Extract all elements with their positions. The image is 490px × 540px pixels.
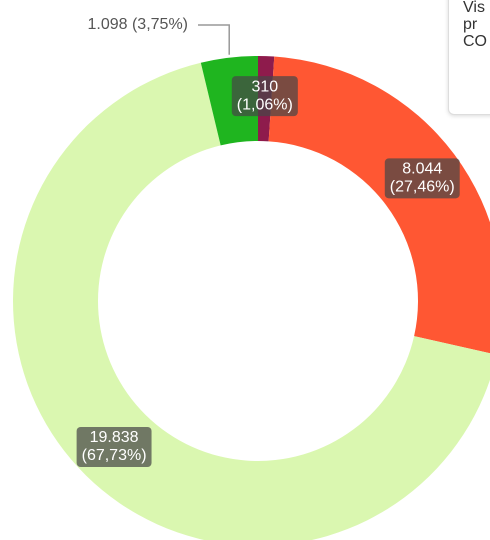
percent-label: (1,06%) <box>237 96 293 113</box>
tooltip-line: CO <box>463 33 487 50</box>
donut-slice <box>13 62 490 540</box>
data-label: 8.044(27,46%) <box>384 158 460 199</box>
data-label: 19.838(67,73%) <box>76 426 152 467</box>
label-box <box>231 76 298 117</box>
label-box <box>384 158 460 199</box>
donut-slice <box>268 56 490 354</box>
leader-line <box>198 24 230 55</box>
percent-label: (3,75%) <box>132 16 188 33</box>
data-label: 1.098 (3,75%) <box>87 16 188 33</box>
tooltip: Vis pr CO <box>448 0 490 115</box>
value-label: 19.838 <box>90 429 139 446</box>
percent-label: (67,73%) <box>82 447 147 464</box>
tooltip-line: Vis <box>463 0 485 16</box>
value-label: 1.098 <box>87 16 127 33</box>
value-label: 8.044 <box>402 161 442 178</box>
label-box <box>76 426 152 467</box>
data-label: 310(1,06%) <box>231 76 298 117</box>
tooltip-line: pr <box>463 16 478 33</box>
value-label: 310 <box>251 78 278 95</box>
percent-label: (27,46%) <box>390 179 455 196</box>
